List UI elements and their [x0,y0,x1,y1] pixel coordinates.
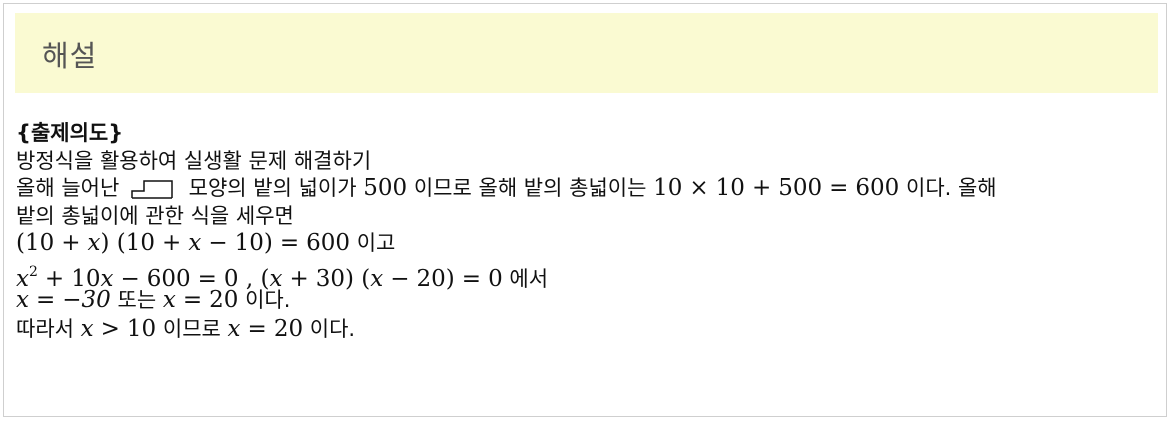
solution-title: 해설 [42,39,98,73]
factoring-suffix: 에서 [509,266,549,291]
total-area-expression: 10 × 10 +500 = 600 [653,175,900,201]
solution-body: {출제의도} 방정식을 활용하여 실생활 문제 해결하기 올해 늘어난 모양의 … [16,120,1166,344]
intent-label: {출제의도} [16,121,124,145]
root-positive: x = 20 [162,287,239,313]
equation-expression: (10 + x) (10 + x −10) = 600 [16,230,351,256]
area-text-3: 이므로 올해 밭의 총넓이는 [413,176,647,200]
equation-line: (10 + x) (10 + x −10) = 600 이고 [16,230,1166,259]
conclusion-prefix: 따라서 [16,316,74,341]
answer-expression: x = 20 [227,315,304,342]
condition-expression: x >10 [80,315,157,342]
factoring-line: x2 +10x −600 = 0 , (x +30) (x −20) = 0 에서 [16,259,1166,292]
roots-mid: 또는 [117,288,157,312]
roots-suffix: 이다. [245,288,291,312]
area-text-2: 모양의 밭의 넓이가 [188,176,357,200]
roots-line: x = −30 또는 x = 20 이다. [16,287,1166,316]
conclusion-mid: 이므로 [162,316,221,341]
solution-panel: 해설 {출제의도} 방정식을 활용하여 실생활 문제 해결하기 올해 늘어난 모… [3,3,1167,417]
area-number-500: 500 [363,175,408,201]
equation-intro: 밭의 총넓이에 관한 식을 세우면 [16,203,294,228]
conclusion-suffix: 이다. [309,316,356,341]
conclusion-line: 따라서 x >10 이므로 x = 20 이다. [16,316,1166,345]
equation-suffix: 이고 [356,231,396,255]
solution-header: 해설 [15,13,1158,93]
area-text-4: 이다. 올해 [906,176,997,200]
step-shape-icon [131,180,173,199]
factoring-expression: x2 +10x −600 = 0 , (x +30) (x −20) = 0 [16,263,503,292]
root-negative: x = −30 [16,287,111,313]
area-statement: 올해 늘어난 모양의 밭의 넓이가 500 이므로 올해 밭의 총넓이는 10 ×… [16,175,1166,203]
intent-text: 방정식을 활용하여 실생활 문제 해결하기 [16,148,372,173]
area-text-1: 올해 늘어난 [16,176,120,200]
